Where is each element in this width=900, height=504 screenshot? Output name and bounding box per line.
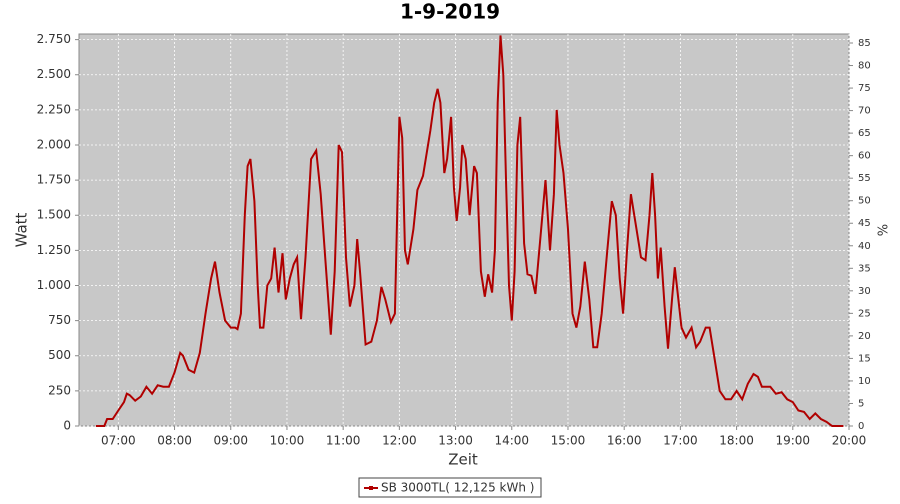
y2-tick-label: 40 [858,241,871,252]
y-tick-label: 1.500 [37,208,71,222]
x-tick-label: 18:00 [719,434,754,448]
y2-tick-label: 80 [858,61,871,72]
chart-title: 1-9-2019 [400,0,500,24]
x-tick-label: 09:00 [213,434,248,448]
y-tick-label: 1.000 [37,278,71,292]
x-tick-label: 19:00 [775,434,810,448]
y2-tick-label: 35 [858,263,871,274]
legend-box [358,477,542,498]
y2-tick-label: 20 [858,331,871,342]
y2-tick-label: 30 [858,286,871,297]
x-tick-label: 12:00 [382,434,417,448]
y2-tick-label: 55 [858,173,871,184]
y-axis-label: Watt [13,212,31,247]
y-tick-label: 0 [63,419,71,433]
x-tick-label: 20:00 [832,434,867,448]
x-axis-label: Zeit [448,451,478,469]
x-tick-label: 07:00 [101,434,136,448]
x-tick-label: 08:00 [157,434,192,448]
y2-tick-label: 25 [858,308,871,319]
y-tick-label: 1.750 [37,173,71,187]
y2-tick-label: 50 [858,196,871,207]
y2-tick-label: 15 [858,353,871,364]
y2-tick-label: 0 [858,421,864,432]
y-tick-label: 2.250 [37,102,71,116]
y-tick-label: 500 [48,348,71,362]
y-tick-label: 2.000 [37,137,71,151]
legend: SB 3000TL( 12,125 kWh ) [358,477,542,498]
x-tick-label: 11:00 [326,434,361,448]
y-tick-label: 1.250 [37,243,71,257]
y2-tick-label: 65 [858,128,871,139]
plot-area [78,33,850,427]
x-tick-label: 14:00 [494,434,529,448]
y2-tick-label: 45 [858,218,871,229]
x-tick-label: 16:00 [607,434,642,448]
x-tick-label: 15:00 [551,434,586,448]
y2-tick-label: 75 [858,83,871,94]
y2-tick-label: 60 [858,151,871,162]
x-tick-label: 17:00 [663,434,698,448]
x-tick-label: 10:00 [270,434,305,448]
line-series [95,35,844,427]
y2-tick-label: 5 [858,398,864,409]
y2-axis-label: % [877,224,892,236]
y-tick-label: 750 [48,313,71,327]
y-tick-label: 2.750 [37,32,71,46]
y2-tick-label: 10 [858,376,871,387]
y-tick-label: 250 [48,383,71,397]
legend-swatch-dot [369,486,373,490]
x-tick-label: 13:00 [438,434,473,448]
legend-label: SB 3000TL( 12,125 kWh ) [381,481,534,495]
y-tick-label: 2.500 [37,67,71,81]
y2-tick-label: 85 [858,38,871,49]
y2-tick-label: 70 [858,106,871,117]
